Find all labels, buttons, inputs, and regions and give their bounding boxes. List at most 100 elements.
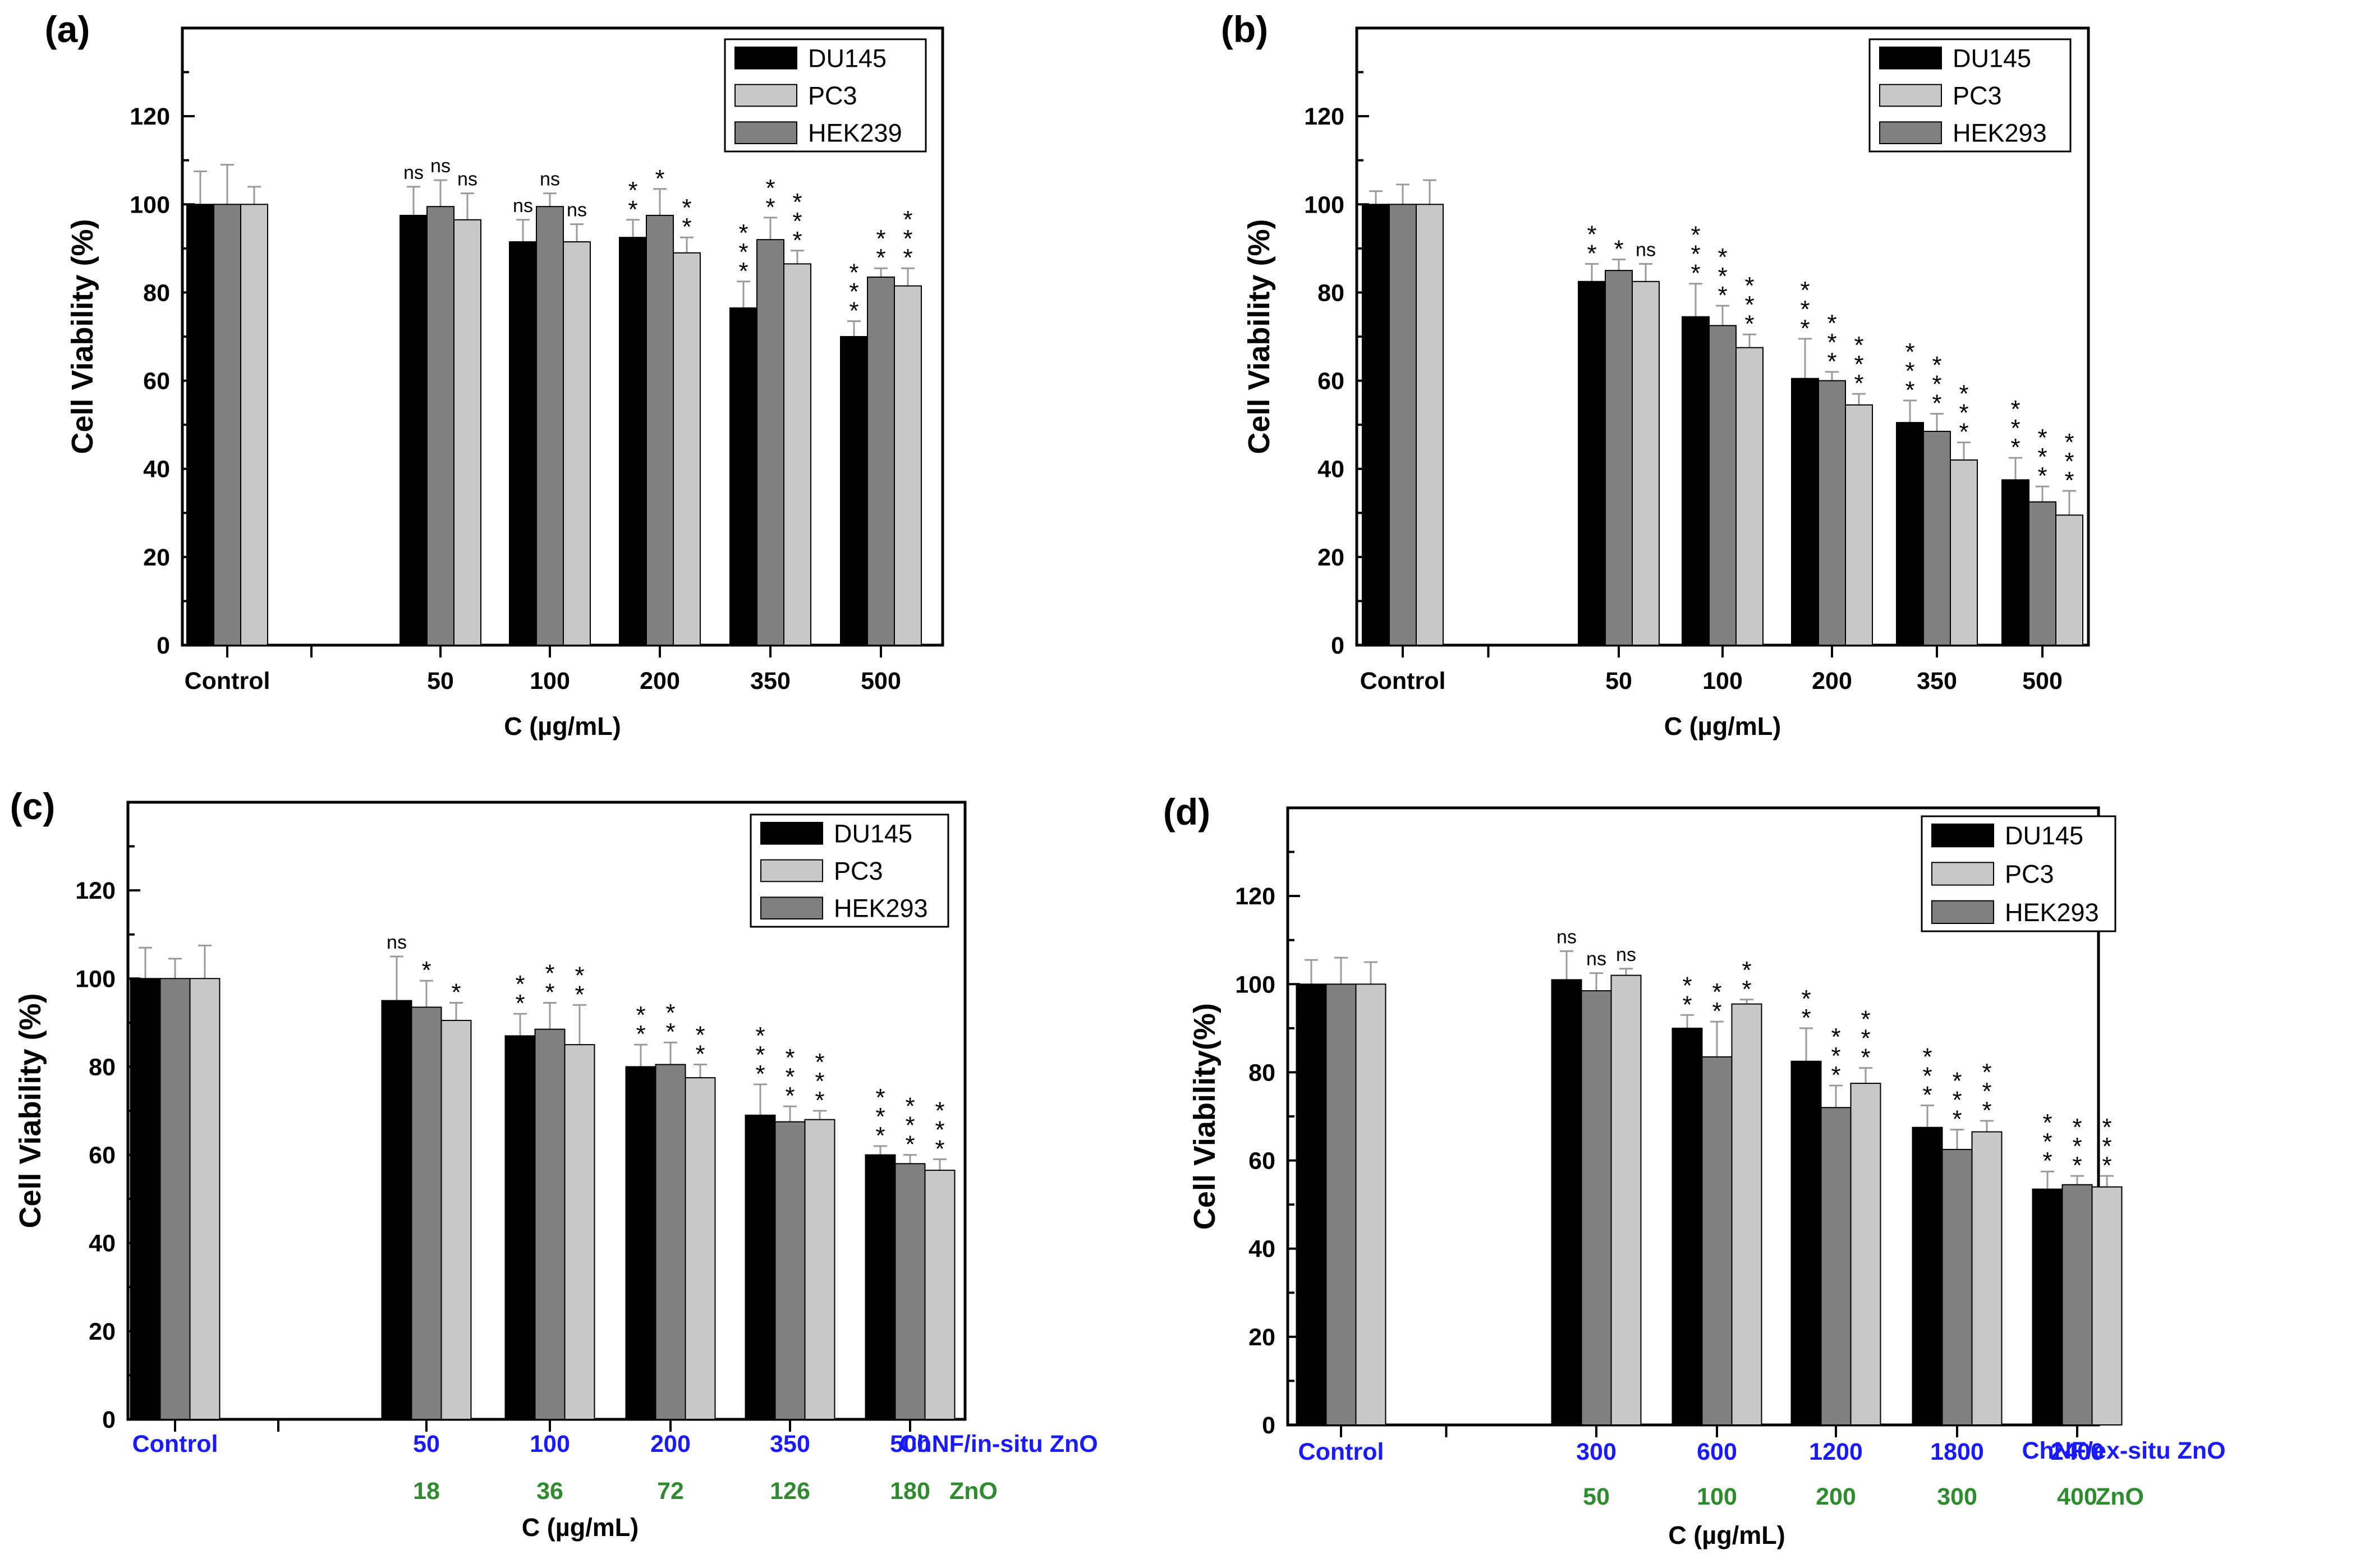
panel-a-sig-star: * [903,206,912,233]
panel-a-bar-du145-350 [729,307,757,646]
panel-b-sig-star: * [2037,443,2047,471]
panel-c-bar-hek293-50 [411,1006,442,1420]
panel-d-bar-hek293-2400 [2061,1184,2093,1426]
panel-d-y-tick-label: 120 [1235,883,1275,910]
panel-c-sig-ns: ns [387,932,407,953]
panel-c-sig-star: * [785,1063,795,1091]
panel-b-sig-star: * [1827,348,1836,375]
panel-d-sig-star: * [2072,1152,2082,1179]
panel-a-sig-star: * [792,208,802,235]
panel-d-sig-star: * [2102,1152,2111,1179]
panel-a-sig-star: * [738,219,748,247]
panel-b-sig-star: * [2037,462,2047,490]
panel-d-sig-star: * [2042,1147,2052,1175]
panel-c-sig-star: * [695,1022,705,1049]
panel-c-sig-star: * [451,979,461,1006]
panel-b-bar-pc3-500 [2055,514,2083,646]
panel-b-x-tick-label: 50 [1605,668,1632,695]
panel-c-sig-star: * [755,1041,765,1069]
panel-b-sig-star: * [2010,396,2020,423]
panel-b-sig-star: * [1718,263,1727,290]
panel-c-sig-star: * [575,962,584,989]
panel-b-bar-pc3-200 [1845,404,1873,646]
panel-c-sig-star: * [545,960,554,987]
panel-a-sig-ns: ns [513,195,533,217]
panel-c-legend-swatch-pc3 [760,859,823,882]
panel-b-legend-swatch-pc3 [1879,84,1942,107]
panel-c-bar-hek293-350 [774,1121,806,1420]
panel-b-x-tick-label: 100 [1702,668,1743,695]
panel-a-bar-du145-500 [840,336,868,646]
panel-b-sig-star: * [1718,243,1727,271]
panel-b-bar-pc3-100 [1735,347,1764,646]
panel-c-sig-star: * [665,999,675,1027]
panel-d-x-tick-label: 1800 [1930,1438,1984,1465]
panel-b-bar-du145-50 [1578,281,1606,646]
panel-b-sig-star: * [1932,390,1941,417]
panel-a-sig-star: * [792,227,802,254]
panel-b-sig-star: * [1932,371,1941,398]
panel-b-legend-swatch-du145 [1879,47,1942,70]
panel-b-y-tick-label: 40 [1317,456,1344,483]
panel-d-x-tick-label: Control [1298,1438,1384,1465]
panel-a-y-tick-label: 40 [143,456,170,483]
panel-c-bar-hek293-control [159,978,191,1420]
panel-b-bar-du145-control [1362,204,1390,646]
panel-d-sig-star: * [2042,1128,2052,1156]
panel-d-bar-hek293-control [1325,983,1357,1426]
panel-d-sig-star: * [1831,1061,1840,1089]
panel-d-secondary-tick-label: 50 [1583,1483,1610,1510]
panel-a-sig-ns: ns [457,169,477,190]
panel-a-sig-star: * [682,213,691,241]
panel-a-legend-swatch-du145 [734,47,797,70]
panel-b-sig-star: * [1587,220,1596,248]
panel-d-x-tick-label: 600 [1697,1438,1737,1465]
panel-d-legend-label-pc3: PC3 [2005,860,2054,889]
panel-a-sig-star: * [738,238,748,266]
panel-d-bar-du145-1800 [1912,1126,1943,1426]
panel-a-y-tick-label: 0 [157,632,170,659]
panel-d-sig-star: * [1801,985,1811,1013]
panel-b-bar-du145-350 [1896,422,1924,646]
panel-c-secondary-name: ZnO [949,1478,998,1505]
panel-d-sig-star: * [1982,1078,1991,1105]
panel-b-y-tick-label: 120 [1304,103,1344,130]
panel-d-sig-star: * [2102,1133,2111,1160]
panel-d-bar-pc3-300 [1610,974,1642,1426]
panel-d-y-tick-label: 0 [1262,1412,1275,1439]
panel-c-secondary-tick-label: 18 [413,1478,440,1505]
panel-c-x-tick-label: 350 [770,1431,810,1457]
panel-d-sig-star: * [1861,1025,1870,1052]
panel-c-bar-hek293-200 [655,1064,686,1420]
panel-a-legend-label-du145: DU145 [808,44,887,72]
panel-d-bar-du145-600 [1672,1027,1703,1426]
panel-a-bar-pc3-100 [563,241,591,646]
panel-a-bar-pc3-control [240,204,268,646]
panel-d-bar-pc3-1800 [1971,1131,2003,1426]
panel-d-sig-star: * [1952,1068,1962,1095]
panel-c-sig-star: * [905,1131,915,1158]
panel-c-primary-series-name: ChNF/in-situ ZnO [899,1431,1098,1457]
panel-a-x-tick-label: Control [185,668,270,695]
panel-d-sig-star: * [1861,1044,1870,1072]
panel-d-legend-label-hek293: HEK293 [2005,898,2099,927]
panel-d-sig-ns: ns [1616,944,1636,965]
panel-c-sig-star: * [875,1103,885,1130]
panel-b-x-tick-label: Control [1360,668,1446,695]
panel-d-x-tick-label: 2400 [2050,1438,2104,1465]
panel-a-sig-star: * [628,177,637,204]
panel-d-legend-swatch-pc3 [1931,862,1994,886]
panel-c-sig-star: * [815,1087,824,1114]
panel-b-y-tick-label: 20 [1317,544,1344,571]
panel-d-sig-star: * [1712,997,1721,1025]
panel-d-sig-star: * [2102,1114,2111,1141]
panel-c-sig-star: * [875,1122,885,1149]
panel-d-sig-star: * [1922,1081,1932,1109]
panel-d-secondary-name: ZnO [2096,1483,2144,1510]
panel-c-x-tick-label: 200 [650,1431,691,1457]
panel-b-x-tick-label: 200 [1812,668,1852,695]
panel-c-x-tick-label: 500 [890,1431,930,1457]
panel-b-bar-hek293-100 [1709,325,1737,646]
